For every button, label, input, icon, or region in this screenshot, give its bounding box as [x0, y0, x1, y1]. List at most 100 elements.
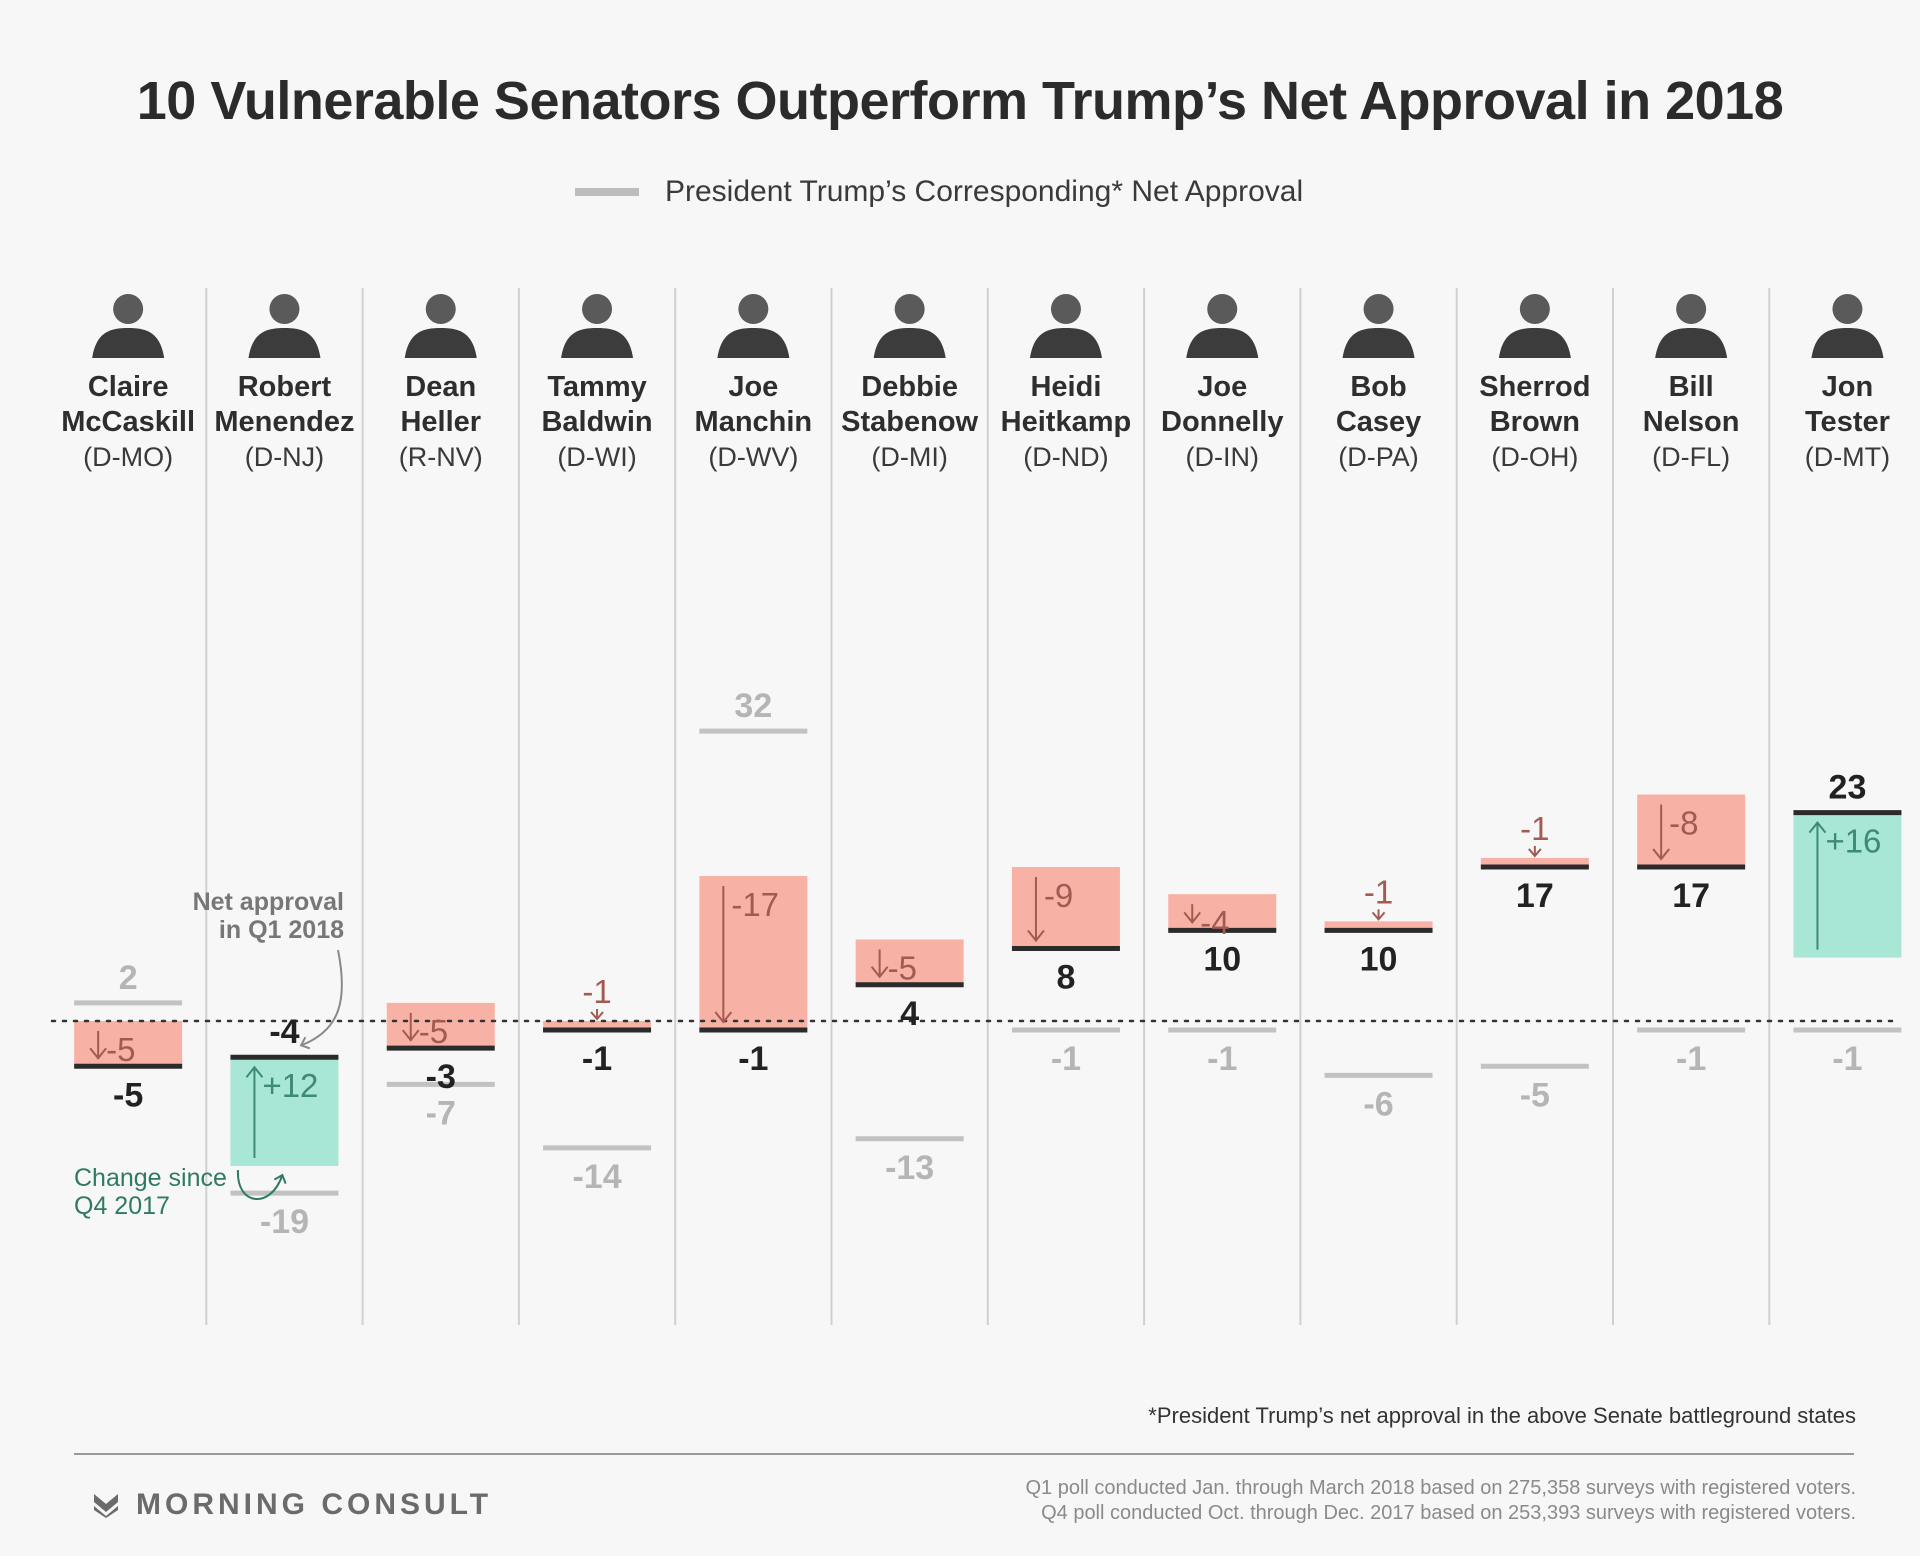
photo-head [1519, 294, 1550, 324]
senator-photo-heidi-heitkamp [1029, 294, 1102, 358]
photo-shoulders [248, 328, 321, 358]
brand-name: MORNING CONSULT [136, 1488, 493, 1521]
change-label: +12 [262, 1067, 318, 1104]
senator-last-name: Heitkamp [1001, 406, 1132, 438]
change-arrow-head [870, 966, 889, 979]
trump-approval-label: -1 [1207, 1040, 1237, 1078]
senator-last-name: Stabenow [841, 406, 978, 438]
change-arrow-head [401, 1029, 420, 1042]
senator-approval-label: -1 [582, 1040, 612, 1078]
senator-first-name: Tammy [547, 371, 646, 403]
trump-approval-label: -13 [885, 1149, 934, 1187]
change-bar [543, 1021, 652, 1031]
senator-photo-claire-mccaskill [92, 294, 165, 358]
photo-head [1207, 294, 1238, 324]
change-label: -5 [106, 1031, 135, 1068]
change-bar [699, 876, 808, 1031]
source-line-q4: Q4 poll conducted Oct. through Dec. 2017… [1041, 1502, 1856, 1524]
trump-approval-label: -1 [1051, 1040, 1081, 1078]
photo-head [1050, 294, 1081, 324]
legend: President Trump’s Corresponding* Net App… [575, 175, 1303, 209]
photo-shoulders [1186, 328, 1259, 358]
photo-head [1363, 294, 1394, 324]
change-bar [1011, 866, 1120, 949]
legend-label-trump: President Trump’s Corresponding* Net App… [665, 175, 1304, 208]
headshots-layer [92, 294, 1884, 358]
senator-last-name: Heller [400, 406, 481, 438]
senator-party: (D-IN) [1186, 442, 1259, 472]
senator-party: (D-NJ) [245, 442, 324, 472]
senator-approval-label: -5 [113, 1076, 143, 1114]
bars-layer [74, 794, 1902, 1166]
trump-approval-label: -1 [1832, 1040, 1862, 1078]
senator-approval-label: 10 [1360, 940, 1398, 978]
senator-approval-label: 4 [900, 995, 919, 1033]
chart-title: 10 Vulnerable Senators Outperform Trump’… [136, 71, 1784, 131]
trump-approval-label: 2 [119, 959, 138, 997]
photo-head [1676, 294, 1707, 324]
senator-photo-bill-nelson [1655, 294, 1728, 358]
annotation-arrow-change [236, 1169, 287, 1201]
change-arrow-head [1371, 911, 1386, 921]
photo-shoulders [1498, 328, 1571, 358]
senator-first-name: Bill [1669, 371, 1714, 403]
change-label: -1 [1364, 873, 1393, 910]
photo-head [582, 294, 613, 324]
senator-party: (D-WI) [557, 442, 636, 472]
senator-last-name: Brown [1490, 406, 1580, 438]
senator-photo-robert-menendez [248, 294, 321, 358]
annotation-change-line2: Q4 2017 [74, 1192, 170, 1220]
photo-head [1832, 294, 1863, 324]
photo-shoulders [1029, 328, 1102, 358]
photo-shoulders [92, 328, 165, 358]
change-label: -5 [888, 949, 917, 986]
senator-last-name: Menendez [214, 406, 354, 438]
senator-party: (D-MT) [1805, 442, 1890, 472]
senator-approval-label: -1 [738, 1040, 768, 1078]
senator-first-name: Debbie [861, 371, 958, 403]
senator-first-name: Joe [1197, 371, 1247, 403]
trump-approval-label: -14 [572, 1158, 621, 1196]
senator-approval-label: 17 [1516, 877, 1554, 915]
senator-first-name: Sherrod [1479, 371, 1590, 403]
senator-party: (D-PA) [1338, 442, 1419, 472]
senator-first-name: Joe [728, 371, 778, 403]
senator-party: (D-OH) [1491, 442, 1578, 472]
senator-first-name: Claire [88, 371, 169, 403]
change-label: -8 [1669, 805, 1698, 842]
annotation-change-line1: Change since [74, 1164, 227, 1192]
senator-photo-bob-casey [1342, 294, 1415, 358]
change-bar [1324, 921, 1433, 931]
photo-shoulders [717, 328, 790, 358]
senator-approval-label: 17 [1672, 877, 1710, 915]
trump-approval-label: -6 [1363, 1085, 1393, 1123]
change-label: -1 [582, 973, 611, 1010]
senator-last-name: Donnelly [1161, 406, 1283, 438]
trump-approval-label: -19 [260, 1203, 309, 1241]
change-label: -4 [1200, 904, 1229, 941]
senator-photo-debbie-stabenow [873, 294, 946, 358]
senator-party: (D-WV) [708, 442, 798, 472]
senator-first-name: Jon [1822, 371, 1874, 403]
change-arrow-head [714, 1011, 733, 1024]
senator-photo-jon-tester [1811, 294, 1884, 358]
senator-party: (R-NV) [399, 442, 483, 472]
change-label: -9 [1044, 877, 1073, 914]
trump-approval-label: -1 [1676, 1040, 1706, 1078]
senator-photo-sherrod-brown [1498, 294, 1571, 358]
senator-last-name: McCaskill [61, 406, 195, 438]
trump-approval-label: -7 [426, 1094, 456, 1132]
senator-photo-joe-donnelly [1186, 294, 1259, 358]
footer-rule [74, 1453, 1854, 1455]
senator-party: (D-MO) [83, 442, 173, 472]
senator-first-name: Heidi [1030, 371, 1101, 403]
photo-head [425, 294, 456, 324]
photo-head [738, 294, 769, 324]
photo-shoulders [404, 328, 477, 358]
change-label: +16 [1825, 823, 1881, 860]
senator-last-name: Manchin [695, 406, 813, 438]
change-bar [1637, 794, 1746, 867]
change-label: -17 [731, 886, 779, 923]
